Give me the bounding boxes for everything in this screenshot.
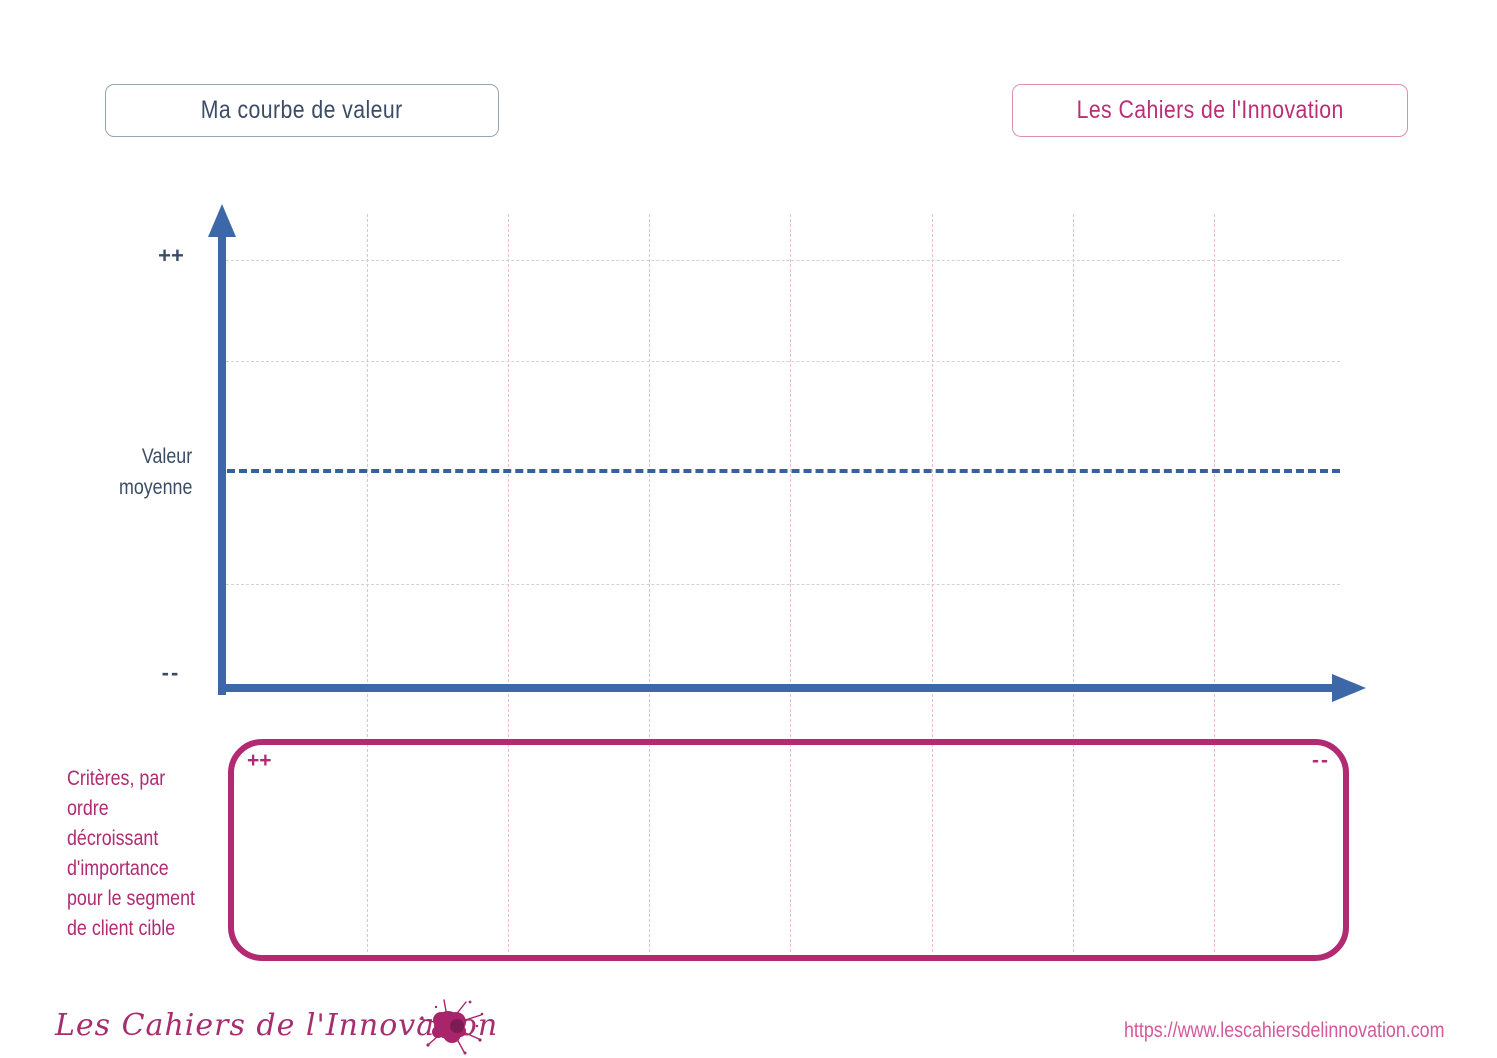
vertical-gridline <box>1073 214 1074 952</box>
footer-url-text: https://www.lescahiersdelinnovation.com <box>1124 1019 1445 1042</box>
vertical-gridline <box>1214 214 1215 952</box>
criteria-note: Critères, par ordre décroissant d'import… <box>67 764 237 944</box>
criteria-box <box>228 739 1349 961</box>
vertical-gridline <box>932 214 933 952</box>
vertical-gridline <box>790 214 791 952</box>
x-axis <box>218 684 1334 692</box>
x-axis-arrowhead-icon <box>1332 674 1366 702</box>
y-axis-min-label: -- <box>161 660 181 685</box>
y-axis <box>218 236 226 695</box>
criteria-note-line: ordre <box>67 797 109 820</box>
criteria-note-line: Critères, par <box>67 767 166 790</box>
brand-title: Les Cahiers de l'Innovation <box>1076 96 1344 124</box>
title-box: Ma courbe de valeur <box>105 84 499 137</box>
criteria-note-line: d'importance <box>67 857 169 880</box>
footer-url-link[interactable]: https://www.lescahiersdelinnovation.com <box>1124 1019 1497 1043</box>
y-axis-max-label: ++ <box>158 243 184 268</box>
average-value-label-line2: moyenne <box>118 476 192 499</box>
vertical-gridline <box>508 214 509 952</box>
brand-box: Les Cahiers de l'Innovation <box>1012 84 1408 137</box>
average-value-label: Valeur moyenne <box>56 441 192 503</box>
criteria-box-plus-label: ++ <box>247 749 272 772</box>
average-value-label-line1: Valeur <box>141 445 192 468</box>
vertical-gridline <box>367 214 368 952</box>
horizontal-gridline <box>226 361 1340 362</box>
criteria-box-minus-label: -- <box>1312 749 1330 772</box>
average-value-line <box>227 469 1340 473</box>
criteria-note-line: de client cible <box>67 917 176 940</box>
criteria-note-line: pour le segment <box>67 887 196 910</box>
footer-logo-text: Les Cahiers de l'Innovation <box>55 1008 499 1043</box>
ink-splat-icon <box>419 999 484 1055</box>
y-axis-arrowhead-icon <box>208 204 236 237</box>
horizontal-gridline <box>226 584 1340 585</box>
vertical-gridline <box>649 214 650 952</box>
page-title: Ma courbe de valeur <box>201 96 403 124</box>
horizontal-gridline <box>226 260 1340 261</box>
criteria-note-line: décroissant <box>67 827 159 850</box>
